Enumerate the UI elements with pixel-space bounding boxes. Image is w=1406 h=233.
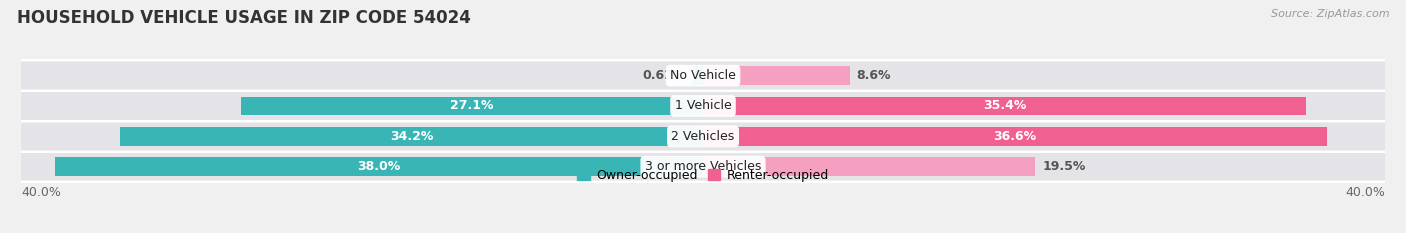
Text: HOUSEHOLD VEHICLE USAGE IN ZIP CODE 54024: HOUSEHOLD VEHICLE USAGE IN ZIP CODE 5402… [17,9,471,27]
Text: 40.0%: 40.0% [21,186,60,199]
Text: 38.0%: 38.0% [357,160,401,173]
Bar [21,153,1385,180]
Bar [21,92,1385,120]
Text: 19.5%: 19.5% [1042,160,1085,173]
Text: 34.2%: 34.2% [389,130,433,143]
Bar [703,127,1327,146]
Text: 27.1%: 27.1% [450,99,494,113]
Text: 0.62%: 0.62% [643,69,686,82]
Legend: Owner-occupied, Renter-occupied: Owner-occupied, Renter-occupied [572,164,834,187]
Bar [703,66,849,85]
Text: No Vehicle: No Vehicle [671,69,735,82]
Text: 3 or more Vehicles: 3 or more Vehicles [645,160,761,173]
Text: 8.6%: 8.6% [856,69,891,82]
Bar [240,97,703,115]
Text: 2 Vehicles: 2 Vehicles [672,130,734,143]
Bar [21,62,1385,89]
Bar [55,157,703,176]
Text: 35.4%: 35.4% [983,99,1026,113]
Text: 1 Vehicle: 1 Vehicle [675,99,731,113]
Text: Source: ZipAtlas.com: Source: ZipAtlas.com [1271,9,1389,19]
Text: 40.0%: 40.0% [1346,186,1385,199]
Bar [692,66,703,85]
Bar [120,127,703,146]
Bar [703,157,1035,176]
Bar [21,123,1385,150]
Text: 36.6%: 36.6% [994,130,1036,143]
Bar [703,97,1306,115]
